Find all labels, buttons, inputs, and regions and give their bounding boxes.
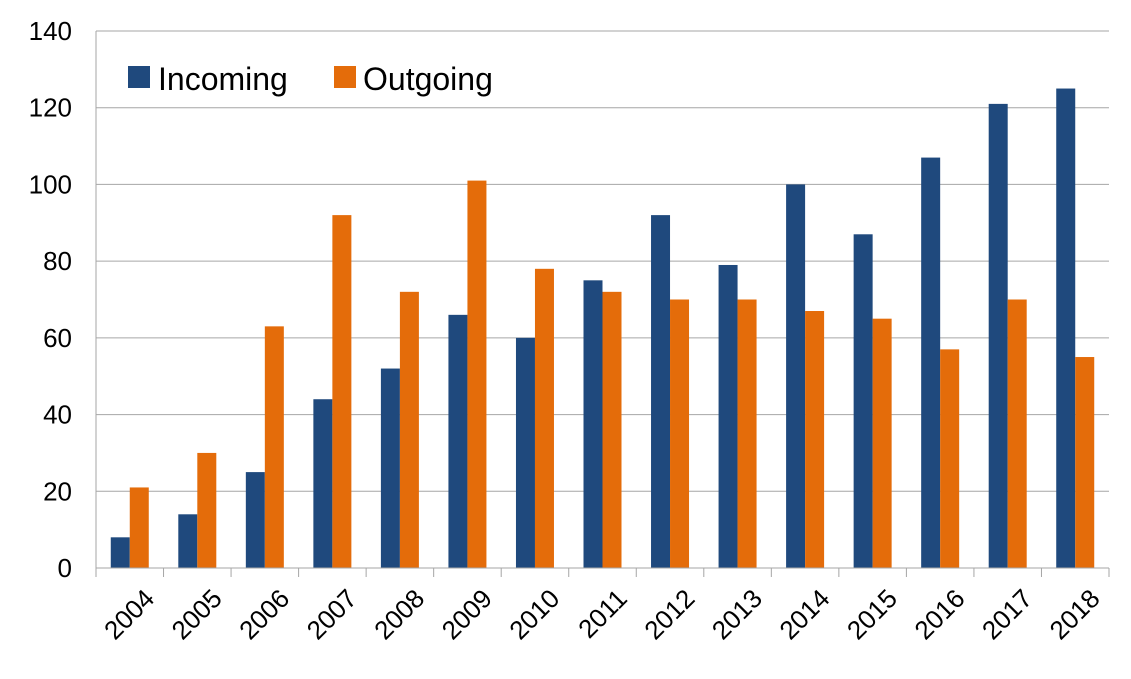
bar-outgoing-2010: [534, 268, 554, 568]
x-axis-ticks: 2004 2005 2006 2007 2008 2009 2010 2011 2012 2013…: [98, 583, 1106, 645]
bar-outgoing-2009: [467, 180, 487, 569]
bar-incoming-2017: [988, 103, 1008, 568]
axes: [95, 31, 1110, 577]
y-axis-ticks: 0 20 40 60 80 100 120 140: [29, 16, 72, 583]
bar-outgoing-2015: [872, 318, 892, 568]
x-tick-label-2011: 2011: [572, 583, 633, 644]
x-tick-label-2017: 2017: [976, 583, 1038, 645]
bar-outgoing-2017: [1007, 299, 1027, 568]
bar-outgoing-2006: [264, 326, 284, 568]
bar-incoming-2013: [718, 264, 738, 568]
y-tick-label-40: 40: [43, 400, 72, 430]
y-tick-label-60: 60: [43, 323, 72, 353]
bar-incoming-2016: [921, 157, 941, 569]
bar-outgoing-2013: [737, 299, 757, 568]
bars: [110, 88, 1095, 569]
x-tick-label-2015: 2015: [841, 583, 903, 645]
bar-outgoing-2005: [197, 452, 217, 568]
y-tick-label-140: 140: [29, 16, 72, 46]
x-tick-label-2013: 2013: [706, 583, 768, 645]
x-tick-label-2012: 2012: [638, 583, 700, 645]
x-tick-label-2005: 2005: [166, 583, 228, 645]
x-tick-label-2008: 2008: [368, 583, 430, 645]
bar-outgoing-2007: [332, 215, 352, 568]
y-tick-label-0: 0: [58, 553, 72, 583]
legend-label-outgoing: Outgoing: [363, 61, 493, 97]
x-tick-label-2014: 2014: [773, 583, 835, 645]
bar-outgoing-2016: [940, 349, 960, 568]
bar-incoming-2009: [448, 314, 468, 568]
bar-incoming-2007: [313, 399, 333, 568]
bar-incoming-2010: [515, 337, 535, 568]
bar-incoming-2008: [380, 368, 400, 568]
bar-incoming-2015: [853, 234, 873, 569]
bar-incoming-2004: [110, 537, 130, 568]
bar-incoming-2006: [245, 472, 265, 568]
bar-incoming-2012: [651, 215, 671, 568]
bar-incoming-2005: [178, 514, 198, 568]
bar-incoming-2018: [1056, 88, 1076, 569]
bar-outgoing-2004: [129, 487, 149, 568]
bar-outgoing-2014: [805, 311, 825, 568]
x-tick-label-2010: 2010: [503, 583, 565, 645]
legend-swatch-incoming: [128, 66, 150, 88]
bar-outgoing-2008: [399, 291, 419, 568]
y-tick-label-100: 100: [29, 169, 72, 199]
x-tick-label-2006: 2006: [233, 583, 295, 645]
x-tick-label-2018: 2018: [1044, 583, 1106, 645]
x-tick-label-2016: 2016: [908, 583, 970, 645]
y-tick-label-80: 80: [43, 246, 72, 276]
bar-incoming-2014: [786, 184, 806, 568]
bar-outgoing-2012: [670, 299, 690, 568]
x-tick-label-2009: 2009: [436, 583, 498, 645]
bar-incoming-2011: [583, 280, 603, 568]
legend: Incoming Outgoing: [128, 61, 493, 97]
y-tick-label-120: 120: [29, 93, 72, 123]
bar-outgoing-2011: [602, 291, 622, 568]
x-tick-label-2004: 2004: [98, 583, 160, 645]
x-tick-label-2007: 2007: [301, 583, 363, 645]
bar-outgoing-2018: [1075, 357, 1095, 568]
legend-label-incoming: Incoming: [158, 61, 288, 97]
y-tick-label-20: 20: [43, 476, 72, 506]
legend-swatch-outgoing: [334, 66, 356, 88]
